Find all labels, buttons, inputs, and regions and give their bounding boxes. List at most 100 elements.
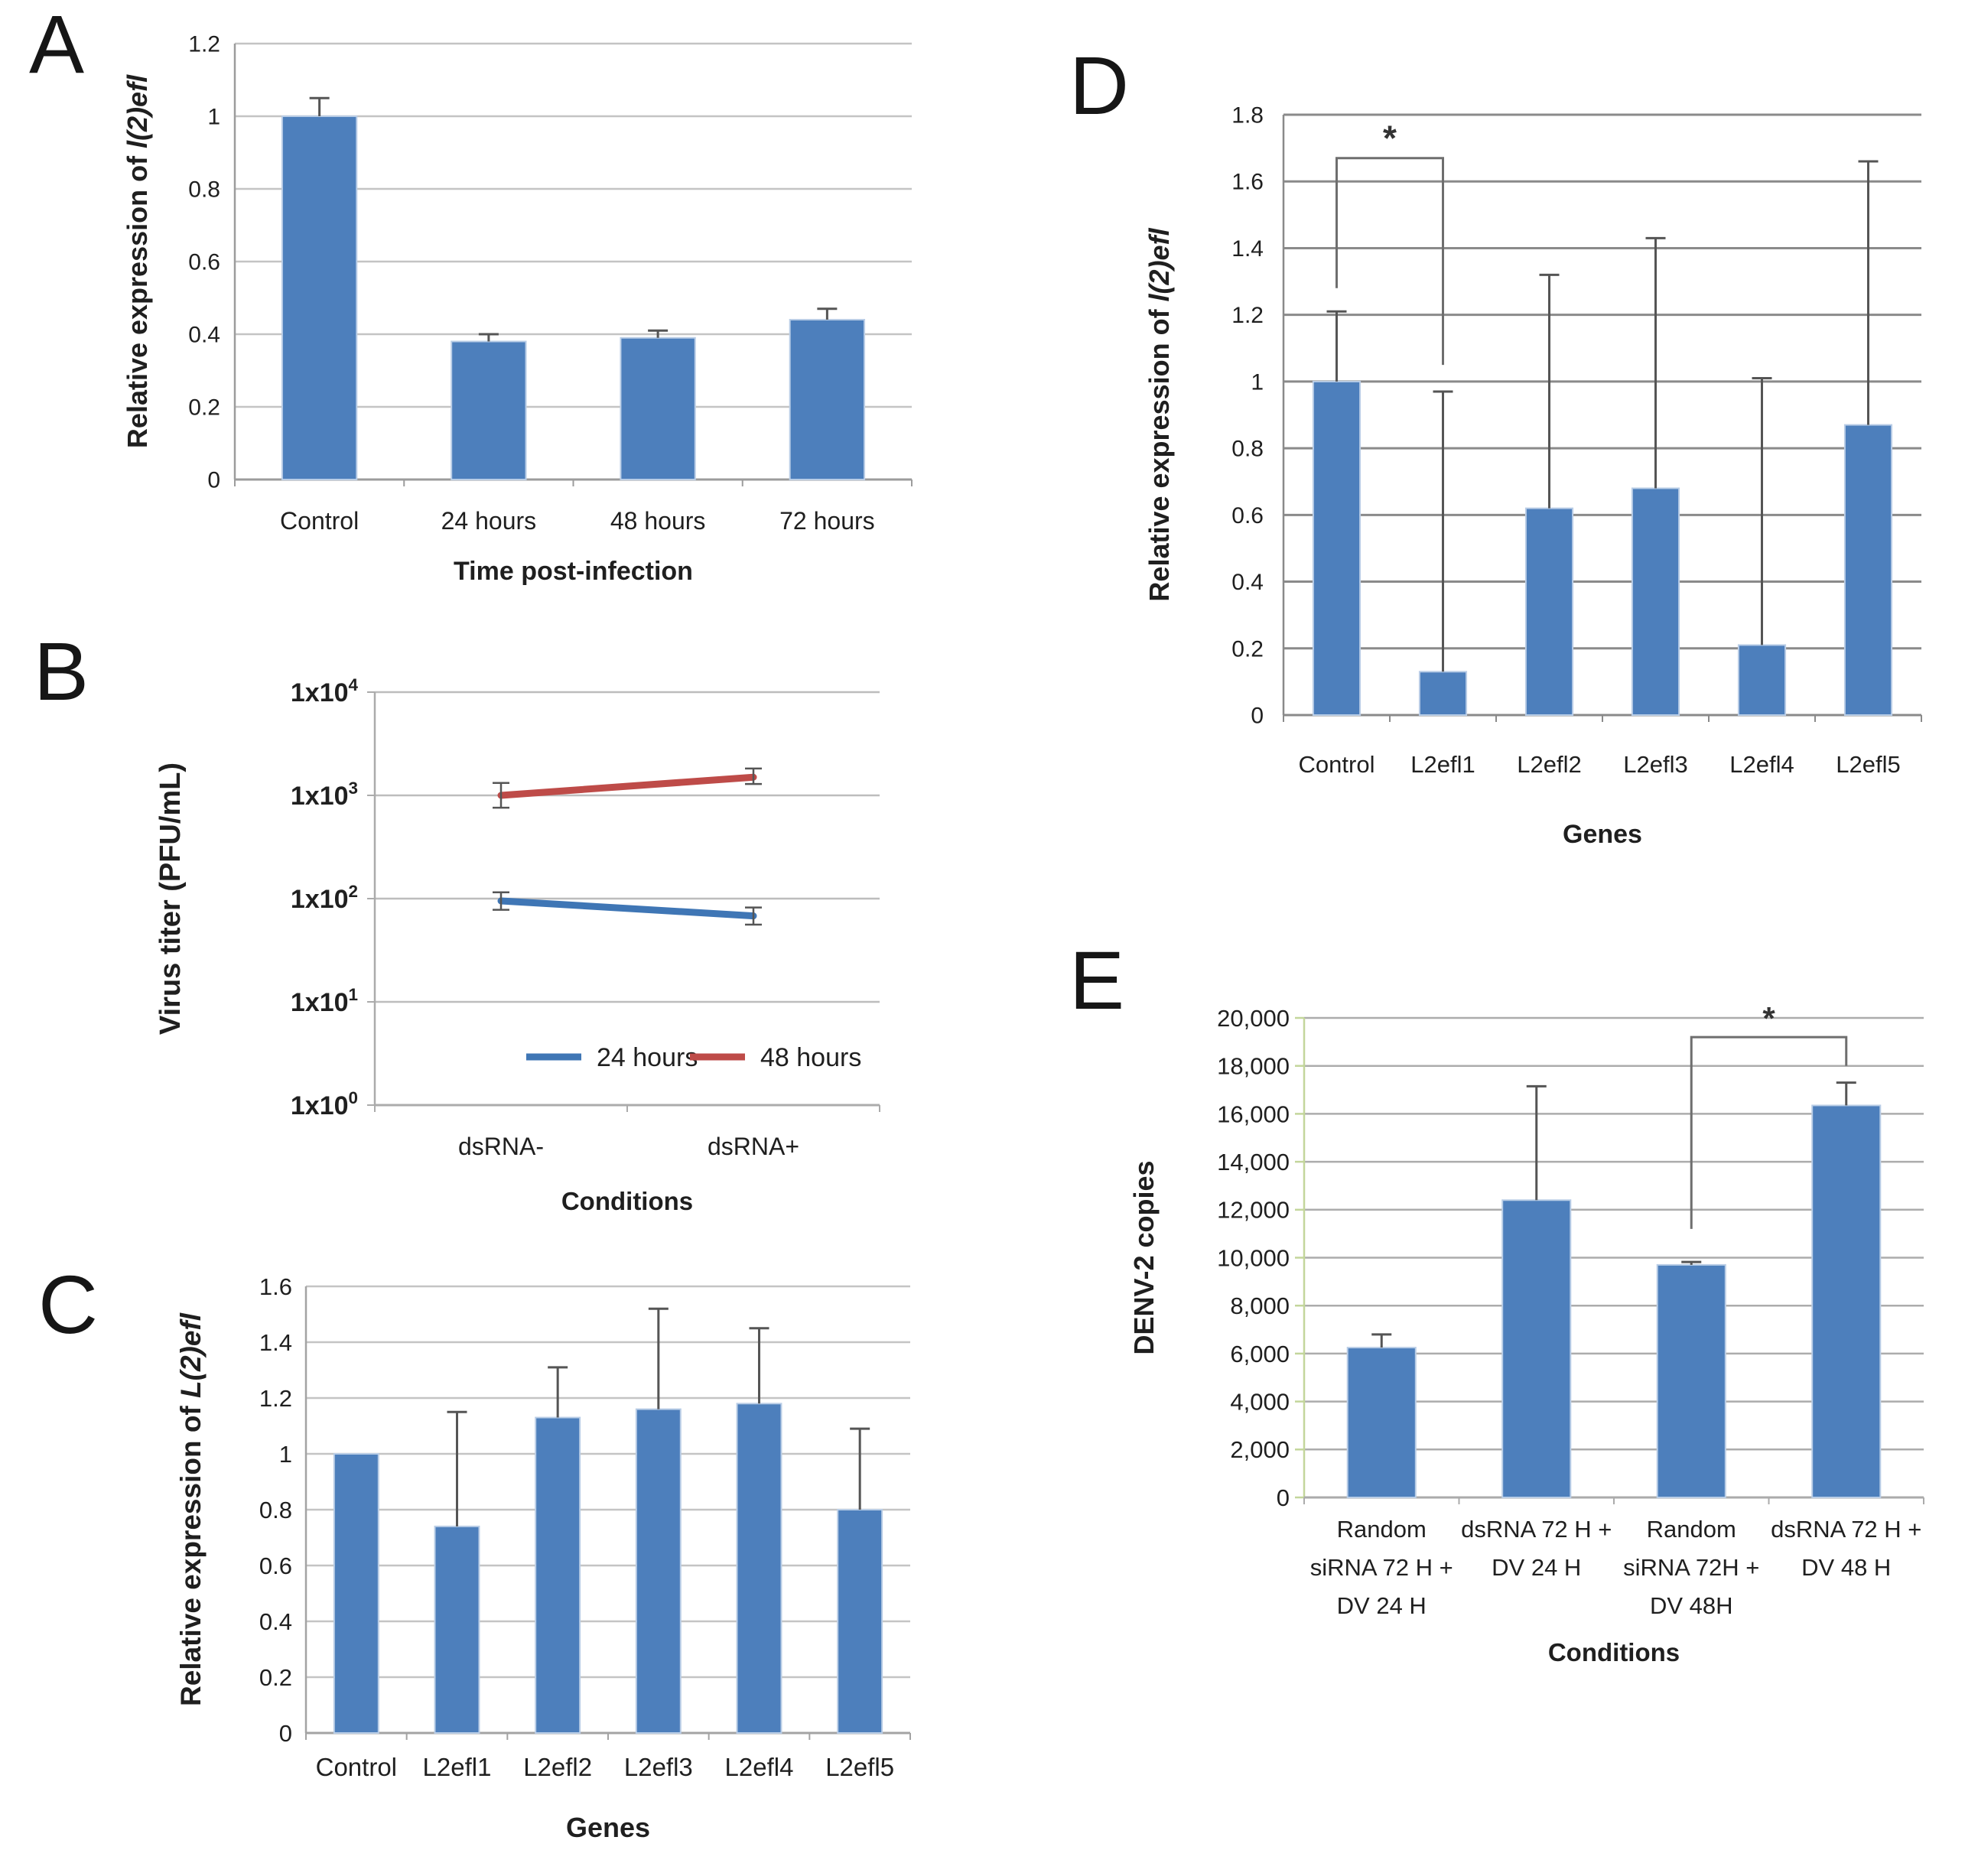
x-tick-label: L2efl3 — [624, 1753, 693, 1781]
bar-72 hours — [789, 319, 866, 480]
y-tick-label: 4,000 — [1230, 1388, 1290, 1415]
x-axis-title: Time post-infection — [454, 557, 693, 586]
y-axis-title: DENV-2 copies — [1128, 1160, 1160, 1354]
panel-letter-e: E — [1069, 934, 1125, 1026]
x-tick-label: Control — [1299, 751, 1375, 778]
y-tick-label: 10,000 — [1217, 1244, 1290, 1271]
y-tick-label: 0.8 — [188, 177, 220, 203]
chart-e-bar-denv2-copies: 0 2,000 4,000 6,000 8,000 10,000 12,000 14,000 1… — [1128, 1000, 1924, 1666]
chart-d-bar-genes-expression-silenced: 0 0.2 0.4 0.6 0.8 1 1.2 1.4 1.6 1.8 Control L2efl1 L… — [1144, 103, 1922, 849]
bracket-line — [1690, 1036, 1848, 1229]
gridlines — [306, 1285, 910, 1679]
error-bars — [309, 96, 838, 342]
y-tick-label: 1 — [1251, 369, 1264, 395]
x-tick-label: dsRNA 72 H + DV 48 H — [1771, 1516, 1921, 1581]
x-axis-labels: Random siRNA 72 H + DV 24 H dsRNA 72 H + DV … — [1310, 1516, 1922, 1619]
y-axis-labels: 0 0.2 0.4 0.6 0.8 1 1.2 1.4 1.6 — [259, 1273, 292, 1747]
y-tick-label: 0.6 — [188, 250, 220, 275]
chart-c-bar-genes-expression: 0 0.2 0.4 0.6 0.8 1 1.2 1.4 1.6 Control L2efl1 L2ef… — [175, 1273, 911, 1843]
bar-L2efl3 — [1631, 487, 1680, 716]
legend-label: 48 hours — [760, 1043, 861, 1072]
series-line — [497, 897, 757, 920]
y-axis-labels: 0 0.2 0.4 0.6 0.8 1 1.2 — [188, 32, 220, 493]
y-tick-label: 0 — [279, 1720, 292, 1747]
y-tick-label: 1.2 — [259, 1385, 292, 1412]
x-tick-label: dsRNA+ — [708, 1133, 799, 1160]
y-tick-label: 0.2 — [188, 395, 220, 421]
y-tick-label: 1x101 — [291, 985, 358, 1017]
x-tick-label: L2efl2 — [523, 1753, 592, 1781]
x-axis-title: Genes — [566, 1812, 650, 1843]
y-tick-label: 18,000 — [1217, 1053, 1290, 1080]
error-bars — [1326, 160, 1879, 672]
bar-L2efl2 — [535, 1416, 581, 1735]
x-tick-label: 48 hours — [610, 507, 706, 535]
panel-letter-d: D — [1069, 39, 1129, 132]
x-tick-label: 24 hours — [441, 507, 537, 535]
series-line — [497, 773, 757, 799]
x-tick-label: L2efl4 — [1729, 751, 1794, 778]
y-tick-label: 1.2 — [188, 32, 220, 57]
y-tick-label: 0.2 — [1231, 636, 1264, 662]
x-tick-label: L2efl5 — [1836, 751, 1900, 778]
significance-asterisk: * — [1762, 1000, 1775, 1036]
significance-asterisk: * — [1383, 119, 1397, 158]
bar-L2efl4 — [736, 1403, 782, 1735]
x-tick-label: Random siRNA 72 H + DV 24 H — [1310, 1516, 1453, 1619]
x-axis-title: Conditions — [561, 1187, 693, 1215]
y-tick-label: 0.4 — [188, 323, 220, 348]
y-tick-label: 1.2 — [1231, 303, 1264, 328]
x-axis-labels: dsRNA-dsRNA+ — [458, 1133, 799, 1160]
bar-L2efl5 — [837, 1509, 883, 1734]
y-tick-label: 1 — [207, 105, 220, 130]
data-line-48-hours — [493, 767, 762, 809]
x-tick-label: dsRNA- — [458, 1133, 544, 1160]
y-axis-labels: 1x100 1x101 1x102 1x103 1x104 — [291, 675, 359, 1120]
bar-Control — [1312, 380, 1362, 716]
y-tick-label: 6,000 — [1230, 1341, 1290, 1367]
x-tick-label: Control — [316, 1753, 397, 1781]
bar-48 hours — [620, 337, 696, 480]
axes — [373, 692, 880, 1112]
significance-bracket: * — [1335, 119, 1444, 366]
bar-Control — [281, 115, 358, 480]
y-tick-label: 0.8 — [259, 1497, 292, 1523]
x-tick-label: L2efl2 — [1517, 751, 1581, 778]
y-tick-label: 1.8 — [1231, 103, 1264, 128]
x-tick-label: L2efl5 — [825, 1753, 894, 1781]
gridlines — [1283, 113, 1921, 650]
data-line-24-hours — [493, 891, 762, 926]
bar-dsRNA 72 H + DV 48 H — [1811, 1104, 1882, 1499]
y-tick-label: 0.6 — [1231, 503, 1264, 528]
y-tick-label: 16,000 — [1217, 1101, 1290, 1127]
x-axis-labels: Control 24 hours 48 hours 72 hours — [280, 507, 875, 535]
legend-label: 24 hours — [597, 1043, 698, 1072]
bar-L2efl4 — [1737, 644, 1787, 717]
y-axis-title: Relative expression of l(2)efl — [1144, 227, 1175, 601]
bar-Random siRNA 72 H + DV 24 H — [1346, 1347, 1417, 1498]
legend: 24 hours 48 hours — [526, 1043, 861, 1072]
chart-b-line-virus-titer: 1x100 1x101 1x102 1x103 1x104 24 hours 48 hour… — [155, 675, 880, 1215]
y-axis-title: Relative expression of L(2)efl — [175, 1312, 207, 1706]
y-tick-label: 0.2 — [259, 1664, 292, 1691]
y-axis-labels: 0 2,000 4,000 6,000 8,000 10,000 12,000 14,000 1… — [1217, 1005, 1290, 1511]
y-tick-label: 1x102 — [291, 882, 358, 914]
y-tick-label: 8,000 — [1230, 1292, 1290, 1319]
x-tick-label: Random siRNA 72H + DV 48H — [1623, 1516, 1759, 1619]
y-tick-label: 1 — [279, 1441, 292, 1468]
panel-letter-a: A — [29, 0, 85, 90]
y-axis-title: Relative expression of l(2)efl — [122, 74, 153, 448]
y-tick-label: 0 — [207, 468, 220, 493]
y-tick-label: 0 — [1277, 1484, 1290, 1511]
bar-L2efl1 — [1418, 671, 1468, 716]
bars — [1312, 380, 1893, 717]
x-axis-title: Conditions — [1548, 1638, 1680, 1666]
x-axis-labels: Control L2efl1 L2efl2 L2efl3 L2efl4 L2efl5 — [316, 1753, 894, 1781]
y-tick-label: 1.6 — [1231, 170, 1264, 195]
x-axis-title: Genes — [1563, 820, 1642, 849]
y-tick-label: 0.4 — [259, 1608, 292, 1635]
y-tick-label: 1x103 — [291, 779, 358, 811]
error-bars — [447, 1307, 870, 1526]
bar-L2efl5 — [1843, 424, 1893, 716]
y-tick-label: 14,000 — [1217, 1149, 1290, 1175]
